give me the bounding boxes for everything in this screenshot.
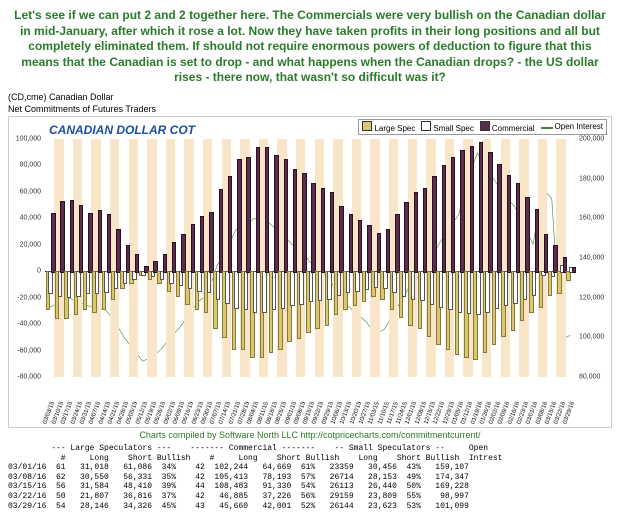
chart-legend: Large SpecSmall SpecCommercialOpen Inter… — [358, 119, 607, 135]
y-axis-left: 100,00080,00060,00040,00020,0000-20,000-… — [9, 139, 43, 377]
cot-data-table: --- Large Speculators --- ------- Commer… — [8, 444, 612, 511]
plot-area — [45, 139, 575, 377]
x-axis: 03/03/1503/10/1503/17/1503/24/1503/31/15… — [45, 379, 575, 425]
chart-title: CANADIAN DOLLAR COT — [49, 123, 195, 137]
cot-chart: CANADIAN DOLLAR COT Large SpecSmall Spec… — [8, 116, 612, 428]
commentary-text: Let's see if we can put 2 and 2 together… — [8, 8, 612, 86]
report-label: Net Commitments of Futures Traders — [8, 104, 612, 114]
y-axis-right: 200,000180,000160,000140,000120,000100,0… — [577, 139, 611, 377]
instrument-label: (CD,cme) Canadian Dollar — [8, 92, 612, 102]
footer-credit: Charts compiled by Software North LLC ht… — [8, 430, 612, 440]
